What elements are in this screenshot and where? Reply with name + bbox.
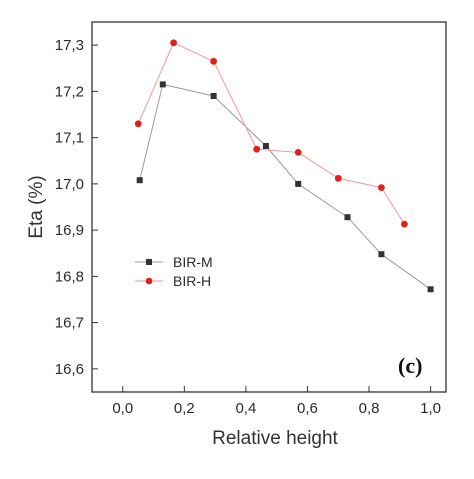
y-tick-label: 16,7 <box>55 315 84 332</box>
point-bir-h <box>253 145 261 153</box>
point-bir-m <box>344 214 351 221</box>
x-tick-label: 0,0 <box>112 400 133 417</box>
point-bir-h <box>378 184 385 192</box>
point-bir-m <box>262 143 269 149</box>
y-tick-label: 16,8 <box>55 268 84 285</box>
point-bir-m <box>136 177 143 184</box>
y-tick-label: 17,1 <box>55 130 84 147</box>
point-bir-m <box>427 286 434 293</box>
legend-label-bir-h: BIR-H <box>173 273 211 289</box>
x-tick-label: 0,8 <box>359 400 380 417</box>
legend-label-bir-m: BIR-M <box>173 254 213 270</box>
y-tick-label: 17,2 <box>55 83 84 100</box>
series-layer <box>134 39 434 293</box>
plot-frame <box>91 21 447 393</box>
x-axis-title: Relative height <box>212 428 338 449</box>
y-tick-label: 16,9 <box>55 222 84 239</box>
x-tick-label: 0,2 <box>174 400 195 417</box>
series-line-bir-h <box>137 42 405 225</box>
point-bir-h <box>134 120 142 128</box>
x-axis: 0,0 0,2 0,4 0,6 0,8 1,0 <box>112 386 441 417</box>
point-bir-m <box>159 81 166 88</box>
point-bir-m <box>210 93 217 99</box>
panel-label: (c) <box>398 353 422 378</box>
point-bir-h <box>401 220 408 228</box>
legend-marker-bir-m <box>146 259 152 265</box>
point-bir-m <box>295 180 302 187</box>
point-bir-h <box>334 174 342 182</box>
y-axis-title: Eta (%) <box>26 175 47 238</box>
x-tick-label: 1,0 <box>420 400 441 417</box>
y-tick-label: 16,6 <box>55 361 84 378</box>
x-tick-label: 0,6 <box>297 400 318 417</box>
point-bir-m <box>378 251 385 258</box>
x-tick-label: 0,4 <box>235 400 256 417</box>
y-axis: 16,6 16,7 16,8 16,9 17,0 17,1 17,2 17,3 <box>55 37 98 378</box>
point-bir-h <box>170 39 178 47</box>
point-bir-h <box>210 57 218 65</box>
y-tick-label: 17,3 <box>55 37 84 54</box>
point-bir-h <box>294 149 302 156</box>
legend-marker-bir-h <box>145 277 153 285</box>
legend: BIR-M BIR-H <box>135 254 213 289</box>
series-line-bir-m <box>139 83 431 290</box>
y-tick-label: 17,0 <box>55 176 84 193</box>
